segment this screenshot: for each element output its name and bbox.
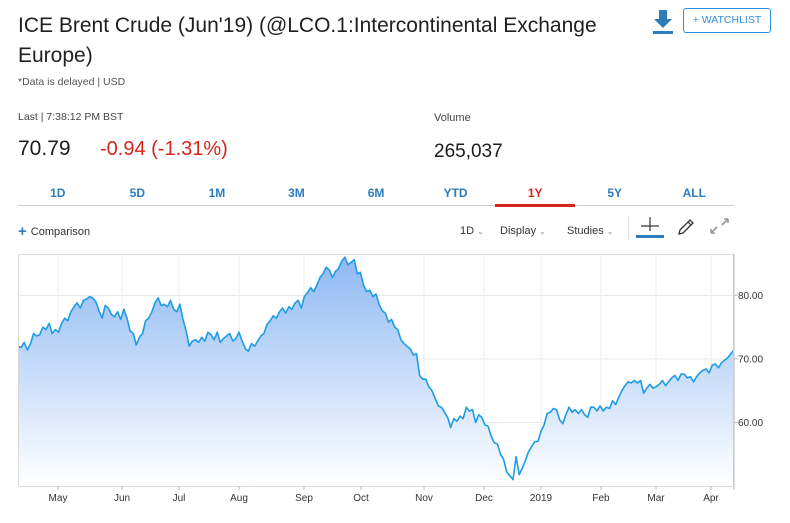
price-area	[18, 257, 734, 486]
tab-all[interactable]: ALL	[682, 186, 706, 200]
crosshair-icon	[636, 217, 664, 238]
x-tick-label-4: Sep	[295, 493, 313, 504]
tab-6m[interactable]: 6M	[367, 186, 385, 200]
tab-ytd[interactable]: YTD	[443, 186, 468, 200]
x-tick-label-0: May	[49, 493, 68, 504]
crosshair-button[interactable]	[636, 215, 664, 239]
volume-value: 265,037	[434, 141, 503, 162]
toolbar-divider	[628, 216, 629, 240]
display-label: Display	[500, 225, 537, 237]
tab-5y[interactable]: 5Y	[607, 186, 623, 200]
tab-3m[interactable]: 3M	[288, 186, 305, 200]
comparison-label: Comparison	[30, 226, 91, 238]
caret-down-icon: ⌄	[477, 227, 484, 236]
last-updated-label: Last | 7:38:12 PM BST	[18, 111, 124, 123]
expand-icon	[710, 218, 729, 234]
price-chart[interactable]: 60.00 70.00 80.00 May Jun Jul Aug Sep Oct Nov Dec 2…	[18, 254, 790, 523]
add-to-watchlist-button[interactable]: + WATCHLIST	[683, 8, 771, 33]
last-price: 70.79	[18, 137, 71, 160]
x-tick-label-1: Jun	[114, 493, 130, 504]
data-delay-note: *Data is delayed | USD	[18, 76, 126, 88]
tab-5d[interactable]: 5D	[129, 186, 146, 200]
download-icon	[653, 10, 673, 34]
display-dropdown[interactable]: Display ⌄	[500, 225, 546, 237]
pencil-icon	[678, 219, 694, 235]
caret-down-icon: ⌄	[539, 227, 546, 236]
y-tick-label-1: 70.00	[738, 354, 763, 365]
studies-dropdown[interactable]: Studies ⌄	[567, 225, 613, 237]
x-tick-label-3: Aug	[230, 493, 248, 504]
page-title: ICE Brent Crude (Jun'19) (@LCO.1:Interco…	[18, 14, 597, 67]
draw-button[interactable]	[673, 215, 701, 239]
x-tick-label-6: Nov	[415, 493, 433, 504]
x-tick-label-11: Apr	[703, 493, 719, 504]
download-button[interactable]	[652, 9, 674, 35]
volume-label: Volume	[434, 112, 471, 124]
tab-1m[interactable]: 1M	[208, 186, 226, 200]
interval-dropdown[interactable]: 1D ⌄	[460, 225, 484, 237]
time-range-tabs: 1D 5D 1M 3M 6M YTD 1Y 5Y ALL	[18, 184, 734, 207]
expand-button[interactable]	[706, 215, 734, 239]
x-tick-label-10: Mar	[647, 493, 665, 504]
price-chart-svg: 60.00 70.00 80.00 May Jun Jul Aug Sep Oct Nov Dec 2…	[18, 254, 763, 504]
x-tick-label-2: Jul	[173, 493, 186, 504]
x-tick-label-5: Oct	[353, 493, 369, 504]
y-tick-label-0: 60.00	[738, 418, 763, 429]
x-tick-label-9: Feb	[592, 493, 610, 504]
tab-1y[interactable]: 1Y	[495, 184, 575, 207]
comparison-button[interactable]: + Comparison	[18, 223, 90, 240]
price-change: -0.94 (-1.31%)	[100, 138, 228, 160]
plus-icon: +	[18, 223, 27, 240]
price-line	[18, 256, 735, 481]
studies-label: Studies	[567, 225, 604, 237]
tab-1d[interactable]: 1D	[50, 186, 66, 200]
x-tick-label-7: Dec	[475, 493, 493, 504]
x-tick-label-8: 2019	[530, 493, 553, 504]
y-tick-label-2: 80.00	[738, 291, 763, 302]
interval-label: 1D	[460, 225, 475, 237]
caret-down-icon: ⌄	[606, 227, 614, 236]
